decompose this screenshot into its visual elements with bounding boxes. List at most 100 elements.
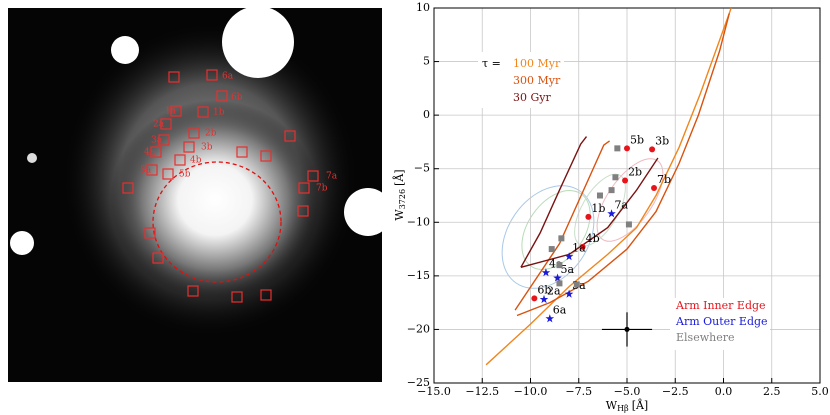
point-label: 5b: [630, 133, 644, 146]
region-box: [122, 182, 134, 194]
x-tick-label: −5.0: [614, 385, 641, 398]
model-track: [485, 7, 732, 366]
y-axis-label-part: W: [393, 209, 406, 221]
point: [564, 252, 574, 261]
x-tick-label: −10.0: [514, 385, 548, 398]
y-axis-label-part: [Å]: [392, 169, 406, 186]
region-label: 2a: [153, 120, 165, 130]
region-label: 7a: [326, 172, 338, 182]
tau-entry: 300 Myr: [513, 74, 561, 87]
region-box: [298, 182, 310, 194]
point: [649, 146, 656, 153]
region-box: [160, 118, 172, 130]
point: [625, 221, 632, 228]
region-box: [260, 150, 272, 162]
region-label: 4a: [144, 148, 156, 158]
point: [612, 174, 619, 181]
y-tick-label: −25: [407, 376, 430, 389]
error-bar-point: [624, 326, 630, 332]
region-box: [144, 227, 156, 239]
point-label: 3b: [655, 134, 669, 147]
region-label: 4b: [190, 156, 202, 166]
point-label: 5a: [561, 263, 575, 276]
point: [541, 268, 551, 277]
y-tick-label: −20: [407, 322, 430, 335]
point: [607, 209, 616, 218]
region-box: [188, 127, 200, 139]
region-box: [168, 71, 180, 83]
point: [564, 289, 574, 298]
x-axis-label: WHβ [Å]: [606, 398, 648, 413]
point-label: 1b: [591, 202, 605, 215]
x-tick-label: −12.5: [465, 385, 499, 398]
model-track: [520, 136, 659, 268]
region-label: 6a: [222, 72, 234, 82]
point: [596, 192, 603, 199]
point-label: 6a: [553, 304, 567, 317]
point: [556, 280, 563, 287]
x-tick-label: −2.5: [662, 385, 689, 398]
region-box: [170, 105, 182, 117]
legend-entry: Arm Inner Edge: [675, 299, 766, 312]
region-box: [174, 154, 186, 166]
x-tick-label: 2.5: [763, 385, 781, 398]
tau-box: [478, 52, 564, 108]
region-box: [146, 164, 158, 176]
region-label: 1a: [165, 107, 177, 117]
contour: [574, 173, 626, 247]
point: [545, 314, 555, 323]
x-tick-label: 0.0: [715, 385, 733, 398]
region-label: 1b: [213, 108, 225, 118]
tau-label: τ =: [482, 57, 501, 70]
star: [27, 153, 37, 163]
point-label: 2b: [628, 166, 642, 179]
region-box: [183, 141, 195, 153]
point-label: 2a: [547, 284, 561, 297]
point-label: 7b: [657, 173, 671, 186]
region-box: [260, 289, 272, 301]
region-box: [216, 90, 228, 102]
dashed-circle: [152, 161, 282, 283]
y-tick-label: 5: [423, 55, 430, 68]
mask: [222, 6, 294, 78]
point: [573, 281, 580, 288]
region-label: 5b: [179, 170, 191, 180]
mask: [10, 231, 34, 255]
y-axis-label: W3726 [Å]: [392, 169, 407, 220]
point-label: 4b: [586, 232, 600, 245]
region-label: 2b: [205, 129, 217, 139]
point: [553, 273, 562, 282]
x-tick-label: −7.5: [565, 385, 592, 398]
x-axis-label-part: W: [606, 399, 618, 412]
model-track: [514, 13, 730, 317]
point: [539, 294, 549, 304]
tau-entry: 100 Myr: [513, 57, 561, 70]
region-label: 3a: [151, 136, 163, 146]
point-label: 1a: [572, 242, 586, 255]
region-box: [187, 285, 199, 297]
point: [614, 145, 621, 152]
region-box: [206, 69, 218, 81]
contour: [501, 185, 595, 289]
region-box: [236, 146, 248, 158]
x-axis-label-part: [Å]: [632, 398, 649, 412]
point: [548, 246, 555, 253]
region-box: [197, 106, 209, 118]
region-label: 3b: [201, 143, 213, 153]
region-box: [150, 146, 162, 158]
y-tick-label: 10: [416, 1, 430, 14]
region-box: [307, 170, 319, 182]
point: [651, 185, 658, 191]
point-label: 6b: [537, 283, 551, 296]
point: [558, 235, 565, 242]
y-tick-label: 0: [423, 108, 430, 121]
x-axis-label-part: Hβ: [617, 404, 629, 413]
legend-box: [670, 298, 770, 350]
region-box: [284, 130, 296, 142]
tau-entry: 30 Gyr: [513, 91, 551, 104]
x-tick-label: −15.0: [417, 385, 451, 398]
region-label: 7b: [316, 184, 328, 194]
legend-entry: Elsewhere: [676, 331, 734, 344]
region-label: 5a: [140, 166, 152, 176]
